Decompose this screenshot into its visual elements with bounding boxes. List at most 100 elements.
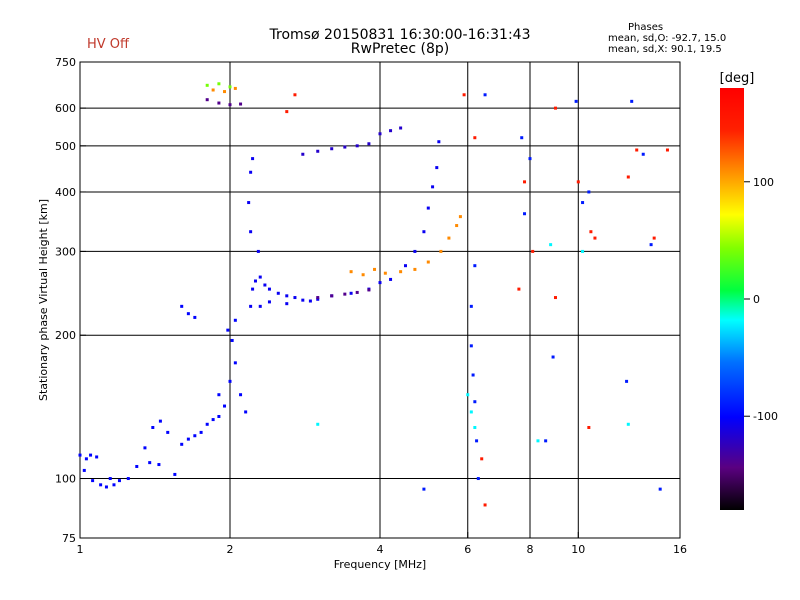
data-point bbox=[439, 249, 443, 253]
x-tick-label: 1 bbox=[77, 543, 84, 556]
phases-o-stats: mean, sd,O: -92.7, 15.0 bbox=[608, 33, 727, 44]
data-point bbox=[173, 472, 177, 476]
data-point bbox=[649, 243, 653, 247]
data-point bbox=[258, 304, 262, 308]
x-tick-label: 6 bbox=[464, 543, 471, 556]
data-point bbox=[180, 304, 184, 308]
data-point bbox=[447, 236, 451, 240]
data-point bbox=[544, 439, 548, 443]
data-point bbox=[367, 142, 371, 146]
hv-status-label: HV Off bbox=[87, 37, 129, 52]
data-point bbox=[239, 102, 243, 106]
y-tick-label: 200 bbox=[55, 329, 76, 342]
data-point bbox=[330, 147, 334, 151]
data-point bbox=[258, 275, 262, 279]
y-tick-label: 300 bbox=[55, 245, 76, 258]
data-point bbox=[536, 439, 540, 443]
data-point bbox=[228, 85, 232, 89]
data-point bbox=[95, 455, 99, 459]
data-point bbox=[589, 230, 593, 234]
data-point bbox=[239, 393, 243, 397]
data-point bbox=[217, 101, 221, 105]
data-point bbox=[228, 379, 232, 383]
data-point bbox=[211, 88, 215, 92]
data-point bbox=[349, 291, 353, 295]
data-point bbox=[458, 215, 462, 219]
data-point bbox=[523, 212, 527, 216]
y-axis-label: Stationary phase Virtual Height [km] bbox=[37, 199, 50, 401]
data-point bbox=[641, 152, 645, 156]
data-point bbox=[308, 299, 312, 303]
data-point bbox=[475, 439, 479, 443]
data-point bbox=[217, 393, 221, 397]
data-point bbox=[426, 260, 430, 264]
data-point bbox=[553, 106, 557, 110]
data-point bbox=[520, 136, 524, 140]
data-point bbox=[104, 485, 108, 489]
y-tick-label: 400 bbox=[55, 186, 76, 199]
data-point bbox=[276, 291, 280, 295]
data-point bbox=[193, 434, 197, 438]
data-point bbox=[473, 136, 477, 140]
data-point bbox=[528, 157, 532, 161]
data-point bbox=[652, 236, 656, 240]
chart-title: Tromsø 20150831 16:30:00-16:31:43 bbox=[269, 27, 531, 43]
data-point bbox=[78, 453, 82, 457]
data-point bbox=[469, 410, 473, 414]
x-tick-label: 16 bbox=[673, 543, 687, 556]
x-tick-label: 4 bbox=[377, 543, 384, 556]
data-point bbox=[553, 296, 557, 300]
data-point bbox=[476, 477, 480, 481]
data-point bbox=[462, 93, 466, 97]
data-point bbox=[473, 425, 477, 429]
data-point bbox=[361, 273, 365, 277]
data-point bbox=[285, 294, 289, 298]
data-point bbox=[473, 264, 477, 268]
data-point bbox=[244, 410, 248, 414]
data-point bbox=[148, 461, 152, 465]
data-point bbox=[435, 166, 439, 170]
data-point bbox=[247, 201, 251, 205]
data-point bbox=[576, 180, 580, 184]
phase-colorbar bbox=[720, 88, 744, 510]
data-point bbox=[316, 297, 320, 301]
data-point bbox=[285, 302, 289, 306]
data-point bbox=[587, 190, 591, 194]
y-tick-label: 500 bbox=[55, 140, 76, 153]
data-point bbox=[625, 379, 629, 383]
data-point bbox=[316, 149, 320, 153]
axis-ticks: 1 2 4 6 8 10 16 75 100 200 300 400 500 600 750 bbox=[55, 56, 687, 556]
phases-x-stats: mean, sd,X: 90.1, 19.5 bbox=[608, 44, 722, 55]
data-point bbox=[249, 230, 253, 234]
data-point bbox=[249, 304, 253, 308]
data-point bbox=[301, 152, 305, 156]
data-point bbox=[483, 93, 487, 97]
data-point bbox=[223, 90, 227, 94]
data-point bbox=[223, 404, 227, 408]
colorbar-unit-label: [deg] bbox=[720, 71, 755, 86]
data-point bbox=[343, 145, 347, 149]
data-point bbox=[301, 298, 305, 302]
data-point bbox=[373, 267, 377, 271]
colorbar-ticks: 100 0 -100 bbox=[744, 176, 778, 423]
data-point bbox=[166, 430, 170, 434]
data-point bbox=[186, 312, 190, 316]
data-point bbox=[193, 315, 197, 319]
data-point bbox=[473, 400, 477, 404]
data-point bbox=[581, 201, 585, 205]
data-point bbox=[466, 393, 470, 397]
data-point bbox=[480, 457, 484, 461]
data-point bbox=[523, 180, 527, 184]
data-point bbox=[251, 287, 255, 291]
data-point bbox=[117, 479, 121, 483]
data-point bbox=[367, 288, 371, 292]
data-point bbox=[517, 287, 521, 291]
x-axis-label: Frequency [MHz] bbox=[334, 558, 426, 571]
data-point bbox=[217, 414, 221, 418]
data-point bbox=[343, 292, 347, 296]
data-point bbox=[205, 98, 209, 102]
data-point bbox=[630, 99, 634, 103]
data-points bbox=[78, 82, 669, 507]
data-point bbox=[253, 279, 257, 283]
